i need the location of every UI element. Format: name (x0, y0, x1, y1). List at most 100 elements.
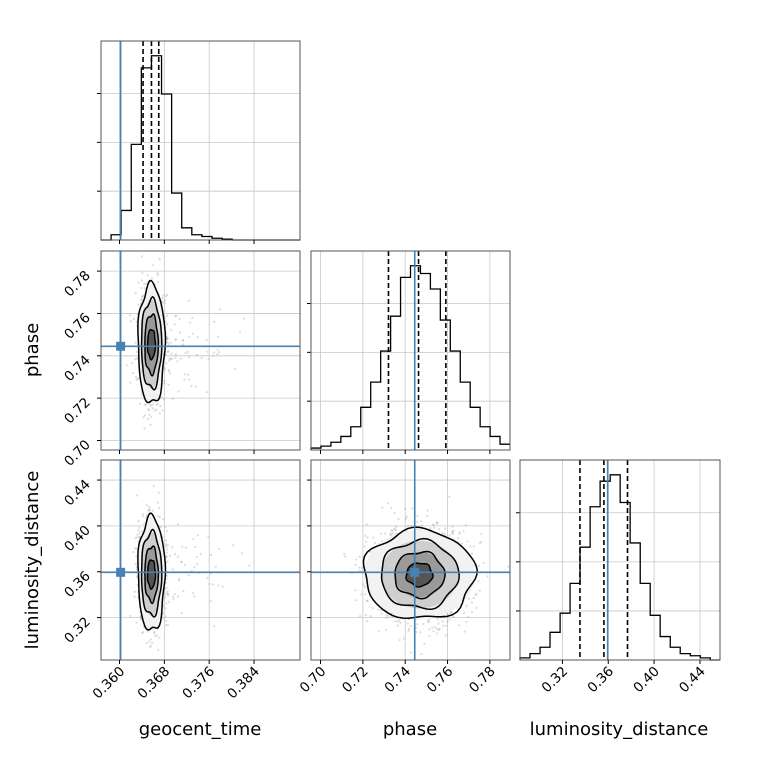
sample-point (182, 343, 185, 346)
sample-point (394, 529, 397, 532)
sample-point (184, 352, 187, 355)
sample-point (369, 550, 372, 554)
sample-point (166, 594, 170, 597)
sample-point (171, 568, 174, 571)
sample-point (207, 535, 210, 538)
sample-point (480, 540, 483, 544)
y-tick-label-luminosity-distance: 0.40 (61, 522, 94, 555)
sample-point (194, 385, 197, 388)
sample-point (429, 527, 432, 530)
sample-point (191, 592, 195, 595)
sample-point (427, 618, 430, 622)
sample-point (365, 540, 368, 543)
sample-point (435, 632, 439, 635)
sample-point (219, 308, 222, 311)
sample-point (181, 545, 184, 548)
sample-point (343, 552, 346, 556)
sample-point (136, 533, 139, 536)
sample-point (404, 517, 408, 520)
sample-point (132, 317, 135, 320)
sample-point (168, 357, 171, 360)
sample-point (380, 612, 383, 616)
sample-point (431, 523, 435, 527)
sample-point (135, 566, 138, 569)
sample-point (217, 351, 221, 354)
sample-point (465, 621, 468, 624)
sample-point (143, 282, 146, 286)
injection-marker (116, 567, 126, 577)
y-tick-label-phase: 0.74 (61, 352, 94, 385)
sample-point (165, 624, 168, 627)
sample-point (137, 303, 140, 306)
sample-point (450, 610, 453, 614)
sample-point (472, 545, 475, 548)
sample-point (167, 350, 170, 353)
sample-point (451, 531, 454, 534)
sample-point (156, 273, 159, 276)
sample-point (182, 339, 185, 342)
sample-point (232, 544, 235, 547)
sample-point (164, 596, 167, 599)
sample-point (234, 367, 237, 371)
sample-point (134, 375, 138, 379)
sample-point (180, 560, 183, 563)
sample-point (139, 614, 142, 618)
sample-point (470, 552, 474, 555)
sample-point (163, 366, 166, 370)
sample-point (146, 274, 150, 277)
sample-point (178, 579, 181, 582)
density-level-0 (147, 559, 156, 589)
sample-point (156, 514, 159, 518)
sample-point (171, 397, 174, 400)
sample-point (148, 509, 151, 512)
sample-point (158, 506, 161, 510)
contour-line-2 (140, 528, 163, 618)
sample-point (174, 353, 178, 356)
sample-point (142, 416, 145, 419)
sample-point (164, 545, 168, 548)
sample-point (206, 350, 209, 353)
sample-point (213, 625, 216, 628)
sample-point (458, 531, 462, 534)
sample-point (384, 532, 387, 535)
joint-panel-phase-vs-geocent-time (100, 250, 301, 451)
sample-point (188, 335, 191, 338)
sample-point (435, 521, 439, 524)
sample-point (138, 402, 141, 405)
sample-point (141, 295, 144, 298)
y-axis-label-phase: phase (22, 323, 43, 377)
x-axis-label-luminosity-distance: luminosity_distance (530, 719, 709, 740)
sample-point (170, 357, 174, 360)
sample-point (389, 532, 392, 535)
sample-point (166, 337, 169, 340)
sample-point (193, 595, 196, 598)
sample-point (420, 520, 423, 523)
sample-point (175, 314, 178, 317)
sample-point (145, 282, 148, 285)
sample-point (164, 606, 167, 610)
sample-point (144, 403, 147, 406)
sample-point (150, 415, 153, 419)
sample-point (398, 639, 401, 642)
sample-point (141, 631, 144, 634)
sample-point (408, 627, 411, 631)
sample-point (166, 560, 169, 563)
sample-point (216, 348, 219, 351)
sample-point (428, 634, 431, 638)
sample-point (477, 580, 480, 583)
sample-point (364, 534, 367, 537)
sample-point (174, 356, 177, 359)
sample-point (165, 619, 168, 623)
sample-point (170, 352, 173, 355)
sample-point (394, 620, 397, 623)
sample-point (165, 586, 168, 589)
sample-point (409, 524, 413, 527)
sample-point (167, 600, 170, 603)
sample-point (179, 560, 183, 563)
sample-point (187, 378, 191, 381)
sample-point (173, 592, 176, 596)
sample-point (165, 530, 168, 533)
sample-point (135, 357, 139, 360)
sample-point (174, 315, 177, 318)
sample-point (152, 484, 155, 487)
